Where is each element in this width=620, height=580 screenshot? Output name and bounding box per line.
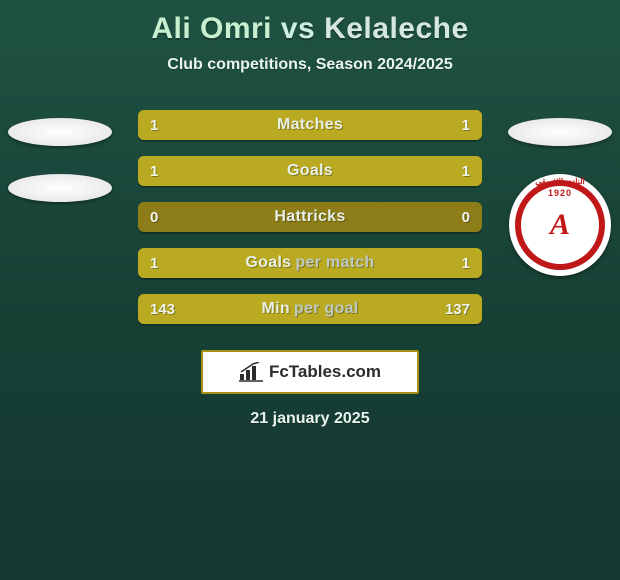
right-avatar-column: النادي الإفريقي 1920 A xyxy=(500,118,620,276)
stat-label: Goals per match xyxy=(138,248,482,278)
brand-text: FcTables.com xyxy=(269,362,381,382)
stat-bar: 143137Min per goal xyxy=(138,294,482,324)
stat-label-main: Min xyxy=(261,300,289,318)
stat-bar: 11Goals per match xyxy=(138,248,482,278)
stat-label: Min per goal xyxy=(138,294,482,324)
stat-bar: 11Matches xyxy=(138,110,482,140)
player1-club-placeholder xyxy=(8,174,112,202)
stat-label: Hattricks xyxy=(138,202,482,232)
stat-label-main: Goals xyxy=(245,254,291,272)
club-badge-inner: A xyxy=(531,196,589,254)
stat-label-suffix: per match xyxy=(295,254,374,272)
title-vs: vs xyxy=(281,12,315,45)
page-title: Ali Omri vs Kelaleche xyxy=(0,0,620,46)
stat-label-main: Hattricks xyxy=(274,208,345,226)
brand-chart-icon xyxy=(239,362,263,382)
club-badge-letter: A xyxy=(550,208,570,242)
player2-avatar-placeholder xyxy=(508,118,612,146)
stat-label: Matches xyxy=(138,110,482,140)
player2-club-badge: النادي الإفريقي 1920 A xyxy=(509,174,611,276)
stat-bar: 11Goals xyxy=(138,156,482,186)
player1-name: Ali Omri xyxy=(151,12,272,45)
stat-label-main: Goals xyxy=(287,162,333,180)
stat-bar: 00Hattricks xyxy=(138,202,482,232)
player1-avatar-placeholder xyxy=(8,118,112,146)
subtitle: Club competitions, Season 2024/2025 xyxy=(0,56,620,74)
stat-bars: 11Matches 11Goals 00Hattricks 11Goals per m… xyxy=(138,110,482,324)
stat-label-suffix: per goal xyxy=(294,300,359,318)
left-avatar-column xyxy=(0,118,120,202)
stat-label-main: Matches xyxy=(277,116,343,134)
date-label: 21 january 2025 xyxy=(0,410,620,428)
stat-label: Goals xyxy=(138,156,482,186)
brand-box[interactable]: FcTables.com xyxy=(201,350,419,394)
player2-name: Kelaleche xyxy=(324,12,469,45)
